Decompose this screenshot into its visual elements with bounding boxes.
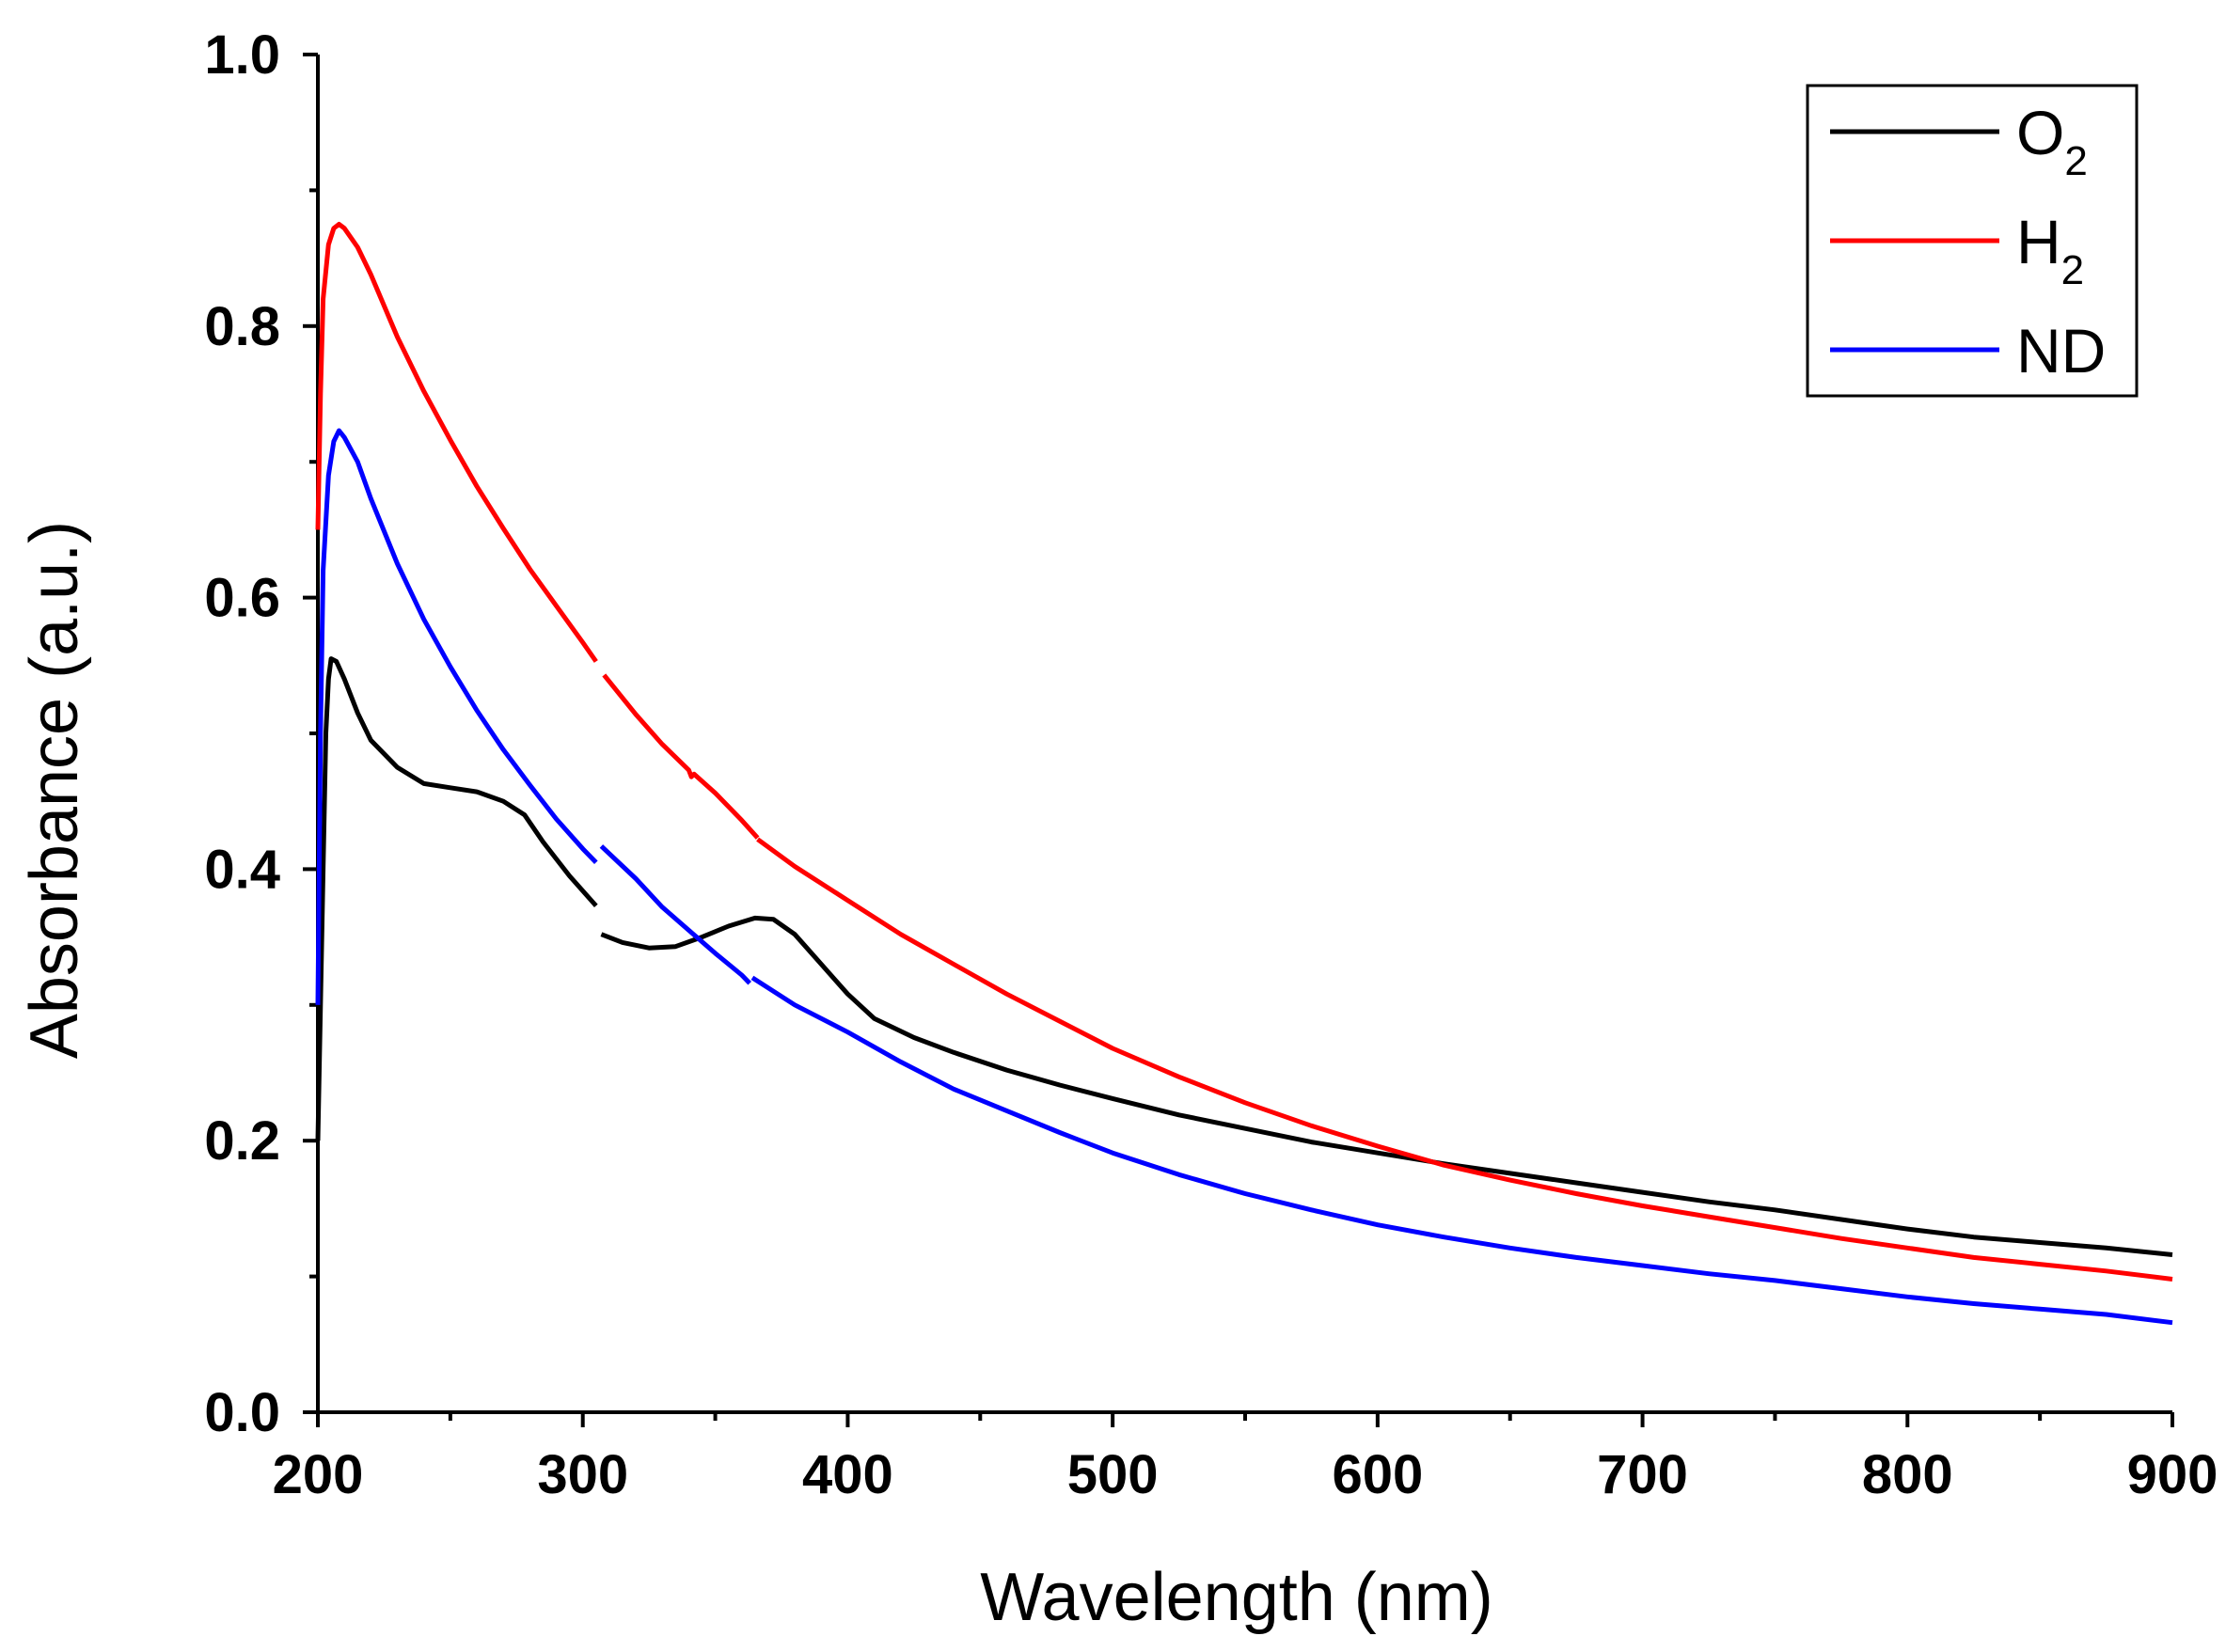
- y-tick-label: 0.2: [204, 1110, 280, 1172]
- series-h2-line: [602, 673, 760, 840]
- series-o2-line: [315, 656, 598, 1141]
- x-tick-label: 600: [1332, 1444, 1423, 1505]
- y-tick-label: 0.6: [204, 568, 280, 629]
- x-tick-label: 500: [1067, 1444, 1159, 1505]
- x-tick-label: 800: [1862, 1444, 1953, 1505]
- x-tick-label: 200: [273, 1444, 364, 1505]
- y-tick-label: 0.0: [204, 1382, 280, 1443]
- series-nd-line: [599, 844, 751, 985]
- series-nd-line: [315, 428, 598, 1005]
- x-tick-label: 400: [802, 1444, 893, 1505]
- x-tick-label: 700: [1597, 1444, 1688, 1505]
- y-tick-label: 0.4: [204, 839, 280, 900]
- legend-label-nd: ND: [2016, 316, 2106, 385]
- y-axis-title: Absorbance (a.u.): [17, 521, 92, 1059]
- series-nd-line: [750, 975, 2173, 1326]
- x-tick-label: 900: [2127, 1444, 2218, 1505]
- x-tick-label: 300: [537, 1444, 628, 1505]
- y-tick-label: 0.8: [204, 296, 280, 357]
- series-layer: [315, 222, 2173, 1326]
- legend-subscript-h2: 2: [2061, 247, 2084, 293]
- series-o2-line: [600, 915, 2173, 1257]
- series-h2-line: [756, 837, 2173, 1282]
- y-tick-label: 1.0: [204, 24, 280, 86]
- legend-subscript-o2: 2: [2064, 138, 2087, 184]
- axes: 200 300 400 500 600 700 800 900 0.0 0.2 0.4 0.6 0.8 1…: [204, 24, 2218, 1505]
- series-h2-line: [315, 222, 598, 663]
- x-axis-title: Wavelength (nm): [980, 1560, 1493, 1635]
